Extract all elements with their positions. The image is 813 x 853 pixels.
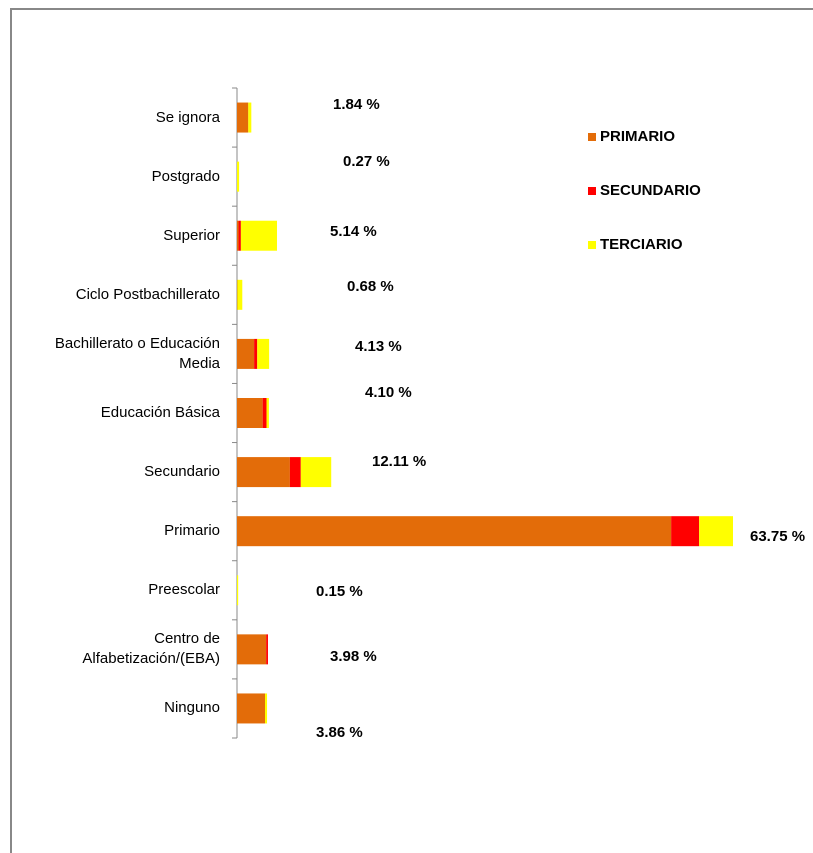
bar-segment	[699, 516, 733, 547]
total-label: 3.86 %	[316, 724, 363, 741]
bar-segment	[266, 634, 268, 665]
bar-segment	[237, 220, 239, 251]
category-label: Educación Básica	[100, 404, 220, 421]
category-label: Ciclo Postbachillerato	[75, 285, 220, 303]
bar-segment	[289, 457, 301, 488]
legend-label: SECUNDARIO	[600, 182, 701, 199]
category-label: Se ignora	[155, 108, 220, 126]
total-label: 5.14 %	[330, 223, 377, 240]
category-label: Postgrado	[151, 167, 220, 185]
bar-segment	[237, 693, 266, 724]
legend-swatch	[588, 187, 596, 195]
bar-segment	[262, 398, 267, 428]
total-label: 0.27 %	[343, 153, 390, 170]
bar-segment	[248, 102, 252, 133]
frame	[10, 8, 813, 853]
bar-segment	[671, 516, 700, 547]
category-label: Preescolar	[148, 581, 220, 599]
bar-segment	[237, 516, 672, 547]
bar-segment	[237, 634, 267, 665]
total-label: 1.84 %	[333, 96, 380, 113]
category-label: Ninguno	[164, 699, 220, 717]
bar-segment	[238, 220, 241, 251]
bar-segment	[237, 398, 263, 428]
total-label: 63.75 %	[750, 528, 805, 545]
legend-label: TERCIARIO	[600, 236, 683, 253]
category-label: Primario	[164, 522, 220, 540]
bar-segment	[237, 279, 243, 310]
bar-segment	[237, 338, 255, 369]
legend-swatch	[588, 133, 596, 141]
bar-segment	[300, 457, 332, 488]
bar-segment	[257, 338, 270, 369]
total-label: 0.68 %	[347, 278, 394, 295]
total-label: 12.11 %	[372, 453, 426, 470]
bar-segment	[266, 398, 269, 428]
category-label: Centro de Alfabetización/(EBA)	[82, 630, 220, 668]
bar-segment	[240, 220, 277, 251]
bar-segment	[254, 338, 258, 369]
legend-label: PRIMARIO	[600, 128, 675, 145]
bar-segment	[265, 693, 268, 724]
total-label: 4.10 %	[365, 384, 412, 401]
total-label: 0.15 %	[316, 583, 363, 600]
bar-segment	[237, 161, 240, 192]
total-label: 3.98 %	[330, 648, 377, 665]
bar-segment	[237, 102, 249, 133]
category-label: Bachillerato o Educación Media	[54, 334, 220, 372]
legend-swatch	[588, 241, 596, 249]
category-label: Superior	[163, 226, 220, 244]
bar-segment	[237, 457, 290, 488]
total-label: 4.13 %	[355, 338, 402, 355]
bar-segment	[237, 575, 239, 606]
category-label: Secundario	[144, 463, 220, 481]
